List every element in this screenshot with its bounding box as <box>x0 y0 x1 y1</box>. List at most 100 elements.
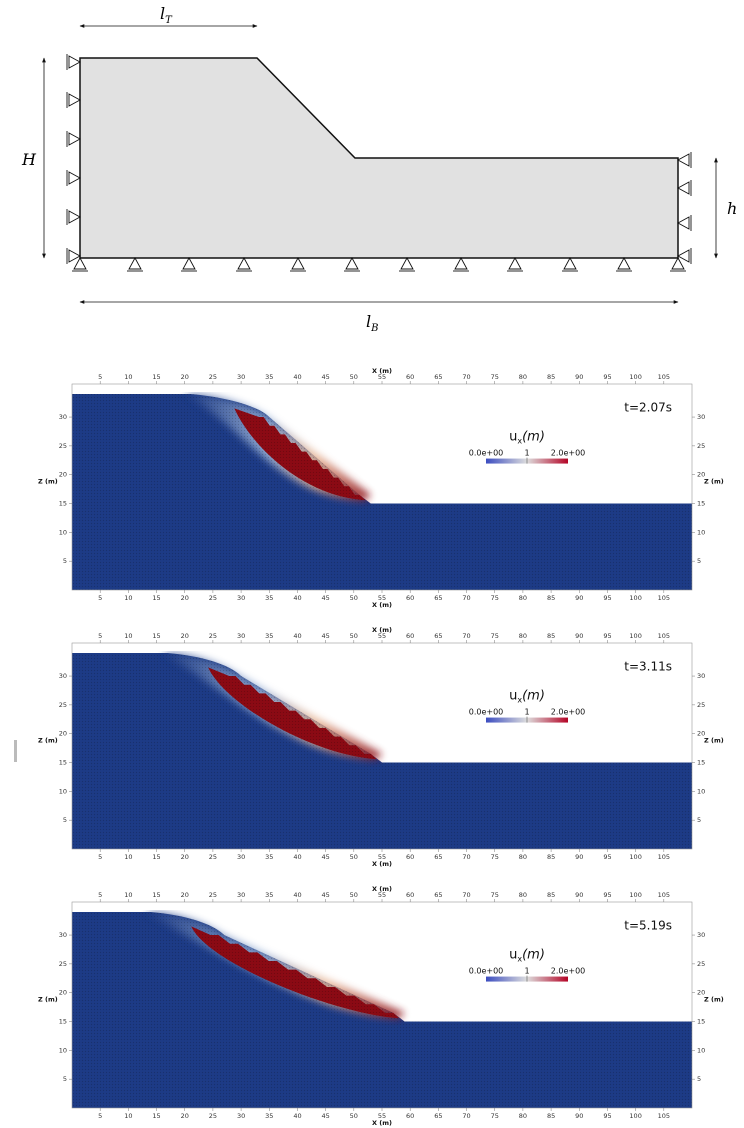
x-tick-label: 105 <box>658 891 670 899</box>
z-tick-label: 10 <box>697 528 705 536</box>
x-tick-label: 95 <box>603 891 611 899</box>
colorbar-mid: 1 <box>524 708 529 717</box>
z-tick-label: 5 <box>63 816 67 824</box>
x-tick-label: 95 <box>603 632 611 640</box>
x-tick-label: 45 <box>321 891 329 899</box>
z-tick-label: 25 <box>59 442 67 450</box>
z-tick-label: 25 <box>59 701 67 709</box>
x-tick-label: 75 <box>491 891 499 899</box>
x-tick-label: 95 <box>603 594 611 602</box>
x-tick-label: 10 <box>124 853 132 861</box>
x-tick-label: 75 <box>491 373 499 381</box>
x-tick-label: 40 <box>293 373 301 381</box>
x-tick-label: 80 <box>519 632 527 640</box>
x-tick-label: 65 <box>434 853 442 861</box>
z-tick-label: 30 <box>59 413 67 421</box>
z-tick-label: 5 <box>697 1075 701 1083</box>
x-tick-label: 45 <box>321 373 329 381</box>
colorbar-legend: ux(m) 0.0e+00 1 2.0e+00 <box>469 689 585 723</box>
x-tick-label: 50 <box>350 373 358 381</box>
colorbar-max: 2.0e+00 <box>551 967 586 976</box>
roller-support-bottom <box>181 257 197 272</box>
z-tick-label: 30 <box>59 672 67 680</box>
x-tick-label: 45 <box>321 632 329 640</box>
x-tick-label: 60 <box>406 891 414 899</box>
roller-support-bottom <box>507 257 523 272</box>
x-tick-label: 40 <box>293 853 301 861</box>
x-tick-label: 50 <box>350 853 358 861</box>
x-tick-label: 35 <box>265 373 273 381</box>
roller-support-bottom <box>670 257 686 272</box>
x-tick-label: 100 <box>629 373 641 381</box>
x-tick-label: 45 <box>321 594 329 602</box>
colorbar-legend: ux(m) 0.0e+00 1 2.0e+00 <box>469 430 585 464</box>
roller-support-bottom <box>236 257 252 272</box>
z-axis-title: Z (m) <box>704 995 724 1003</box>
x-tick-label: 60 <box>406 1112 414 1120</box>
roller-support-bottom <box>127 257 143 272</box>
z-axis-ticks: 5 5 10 10 15 15 20 20 25 25 30 30 <box>59 413 706 565</box>
x-tick-label: 60 <box>406 594 414 602</box>
z-tick-label: 20 <box>59 471 67 479</box>
field-label: ux(m) <box>509 948 545 964</box>
x-tick-label: 50 <box>350 891 358 899</box>
x-tick-label: 20 <box>181 891 189 899</box>
time-label: t=2.07s <box>624 400 672 414</box>
x-tick-label: 20 <box>181 373 189 381</box>
x-tick-label: 40 <box>293 632 301 640</box>
x-tick-label: 60 <box>406 373 414 381</box>
x-tick-label: 105 <box>658 594 670 602</box>
colorbar-min: 0.0e+00 <box>469 449 504 458</box>
x-tick-label: 105 <box>658 373 670 381</box>
slope-schematic: lT H h lB <box>21 4 737 334</box>
x-tick-label: 90 <box>575 1112 583 1120</box>
x-tick-label: 85 <box>547 891 555 899</box>
x-tick-label: 105 <box>658 632 670 640</box>
roller-support-left <box>66 54 81 70</box>
x-tick-label: 35 <box>265 594 273 602</box>
colorbar-mid: 1 <box>524 967 529 976</box>
field-label: ux(m) <box>509 689 545 705</box>
roller-support-left <box>66 209 81 225</box>
x-tick-label: 105 <box>658 1112 670 1120</box>
x-tick-label: 40 <box>293 1112 301 1120</box>
x-tick-label: 85 <box>547 373 555 381</box>
roller-support-bottom <box>72 257 88 272</box>
colorbar-mid: 1 <box>524 449 529 458</box>
lT-label: lT <box>160 4 173 26</box>
z-tick-label: 10 <box>59 528 67 536</box>
z-tick-label: 20 <box>59 730 67 738</box>
x-tick-label: 30 <box>237 891 245 899</box>
x-axis-ticks: 5510101515202025253030353540404545505055… <box>98 891 670 1120</box>
z-axis-title: Z (m) <box>704 736 724 744</box>
z-axis-title: Z (m) <box>38 995 58 1003</box>
z-tick-label: 5 <box>697 816 701 824</box>
x-tick-label: 55 <box>378 632 386 640</box>
roller-support-right <box>677 152 692 168</box>
z-tick-label: 25 <box>59 960 67 968</box>
x-tick-label: 10 <box>124 594 132 602</box>
x-tick-label: 85 <box>547 1112 555 1120</box>
z-tick-label: 15 <box>59 1018 67 1026</box>
x-tick-label: 45 <box>321 853 329 861</box>
x-tick-label: 55 <box>378 373 386 381</box>
x-tick-label: 90 <box>575 373 583 381</box>
lB-label: lB <box>366 312 378 334</box>
x-tick-label: 50 <box>350 1112 358 1120</box>
z-tick-label: 10 <box>59 1046 67 1054</box>
roller-support-bottom <box>344 257 360 272</box>
x-tick-label: 15 <box>152 853 160 861</box>
roller-support-left <box>66 248 81 264</box>
x-tick-label: 10 <box>124 1112 132 1120</box>
field-label: ux(m) <box>509 430 545 446</box>
z-tick-label: 10 <box>697 787 705 795</box>
x-tick-label: 85 <box>547 632 555 640</box>
x-tick-label: 80 <box>519 853 527 861</box>
x-tick-label: 75 <box>491 853 499 861</box>
z-tick-label: 10 <box>697 1046 705 1054</box>
x-tick-label: 65 <box>434 1112 442 1120</box>
roller-support-bottom <box>290 257 306 272</box>
x-tick-label: 20 <box>181 632 189 640</box>
roller-support-right <box>677 180 692 196</box>
